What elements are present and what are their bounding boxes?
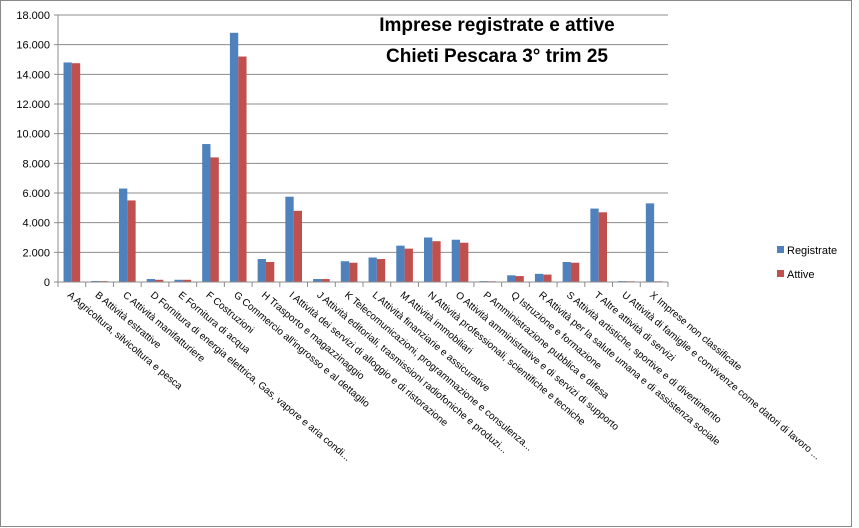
- bar-registrate: [645, 203, 655, 282]
- bar-attive: [238, 56, 247, 283]
- bar-attive: [155, 279, 164, 282]
- bar-attive: [460, 242, 469, 282]
- legend-label-registrate: Registrate: [787, 245, 837, 257]
- bar-registrate: [63, 62, 72, 282]
- bar-registrate: [91, 280, 100, 282]
- bar-registrate: [257, 259, 266, 282]
- bar-attive: [515, 276, 524, 282]
- bar-registrate: [424, 237, 433, 282]
- bar-registrate: [507, 275, 516, 282]
- y-tick-label: 8.000: [22, 158, 50, 170]
- y-tick-label: 12.000: [16, 99, 50, 111]
- bar-registrate: [534, 273, 544, 282]
- bar-attive: [543, 274, 552, 282]
- bar-attive: [598, 212, 607, 282]
- gridlines: [58, 14, 668, 253]
- bar-attive: [404, 248, 413, 282]
- chart-title-line-2: Chieti Pescara 3° trim 25: [386, 46, 608, 67]
- bar-registrate: [313, 279, 322, 282]
- bar-registrate: [146, 279, 156, 282]
- legend-swatch-registrate: [777, 246, 784, 253]
- bar-attive: [127, 200, 136, 282]
- y-tick-label: 14.000: [16, 69, 50, 81]
- bar-attive: [210, 157, 219, 282]
- bar-registrate: [174, 279, 183, 282]
- bar-registrate: [590, 208, 599, 282]
- y-tick-label: 6.000: [22, 188, 50, 200]
- bar-registrate: [340, 261, 350, 282]
- bar-registrate: [451, 239, 461, 282]
- legend: Registrate Attive: [777, 245, 837, 281]
- axes: 0 2.000 4.000 6.000 8.000 10.000 12.000 14.000 1…: [16, 10, 669, 289]
- bar-attive: [71, 63, 81, 283]
- bar-attive: [293, 210, 302, 282]
- bar-attive: [265, 261, 275, 282]
- bar-attive: [432, 241, 441, 282]
- y-tick-label: 2.000: [22, 247, 50, 259]
- bar-registrate: [229, 32, 239, 282]
- legend-swatch-attive: [777, 270, 784, 277]
- bar-attive: [182, 279, 192, 282]
- y-tick-label: 4.000: [22, 218, 50, 230]
- bar-registrate: [202, 144, 211, 282]
- bar-registrate: [396, 245, 405, 282]
- bar-attive: [349, 262, 358, 282]
- y-tick-label: 16.000: [16, 40, 50, 52]
- bar-registrate: [562, 261, 571, 282]
- y-tick-label: 10.000: [16, 129, 50, 141]
- y-tick-label: 0: [44, 277, 50, 289]
- legend-label-attive: Attive: [787, 269, 815, 281]
- bar-attive: [570, 262, 580, 282]
- chart-title-line-1: Imprese registrate e attive: [379, 15, 615, 36]
- bar-registrate: [285, 196, 294, 282]
- bar-attive: [376, 259, 386, 282]
- bar-attive: [321, 279, 330, 282]
- bars: [63, 32, 663, 283]
- bar-registrate: [119, 188, 128, 282]
- y-tick-label: 18.000: [16, 10, 50, 22]
- bar-registrate: [368, 257, 377, 282]
